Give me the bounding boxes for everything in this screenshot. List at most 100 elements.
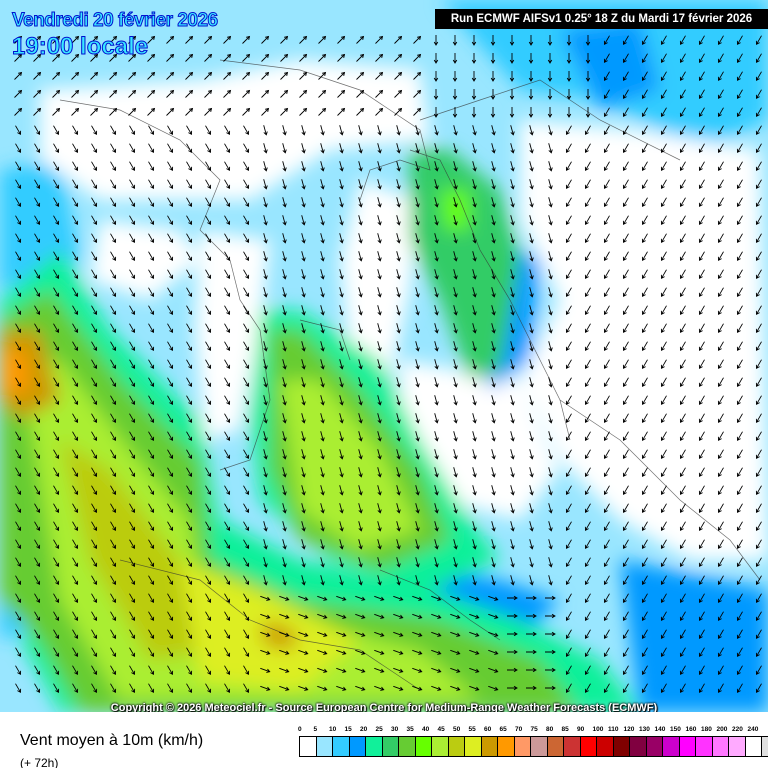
wind-arrow (565, 197, 572, 208)
wind-arrow (53, 485, 60, 496)
wind-arrow (53, 557, 60, 568)
wind-arrow (223, 53, 232, 62)
wind-arrow (282, 287, 287, 298)
wind-arrow (34, 161, 41, 172)
wind-arrow (433, 35, 439, 46)
wind-arrow (91, 287, 98, 298)
wind-arrow (679, 35, 686, 46)
wind-arrow (679, 593, 686, 604)
wind-arrow (679, 503, 686, 514)
wind-arrow (34, 269, 41, 280)
wind-arrow (261, 35, 270, 44)
wind-arrow (110, 395, 117, 406)
wind-arrow (377, 341, 382, 352)
wind-arrow (260, 631, 271, 637)
wind-arrow (548, 485, 553, 496)
wind-arrow (129, 287, 136, 298)
wind-map[interactable] (0, 0, 768, 712)
wind-arrow (243, 413, 250, 424)
wind-arrow (545, 631, 556, 637)
wind-arrow (109, 35, 118, 44)
wind-arrow (223, 71, 232, 80)
wind-arrow (415, 467, 420, 478)
wind-arrow (320, 431, 325, 442)
wind-arrow (453, 413, 458, 424)
wind-arrow (622, 575, 629, 586)
wind-arrow (453, 125, 458, 136)
wind-arrow (166, 89, 175, 98)
wind-arrow (339, 125, 344, 136)
wind-arrow (394, 89, 403, 98)
wind-arrow (15, 125, 22, 136)
wind-arrow (736, 485, 743, 496)
wind-arrow (15, 377, 22, 388)
wind-arrow (34, 593, 41, 604)
wind-arrow (396, 233, 401, 244)
wind-arrow (279, 667, 290, 673)
wind-arrow (565, 161, 572, 172)
wind-arrow (148, 359, 155, 370)
wind-arrow (243, 521, 250, 532)
wind-arrow (736, 323, 743, 334)
wind-arrow (415, 125, 420, 136)
wind-arrow (129, 629, 136, 640)
wind-arrow (243, 269, 250, 280)
wind-arrow (205, 359, 212, 370)
wind-arrow (641, 233, 648, 244)
wind-arrow (34, 467, 41, 478)
wind-arrow (510, 395, 515, 406)
wind-arrow (129, 647, 136, 658)
wind-arrow (186, 359, 193, 370)
wind-arrow (736, 89, 743, 100)
wind-arrow (339, 395, 344, 406)
wind-arrow (450, 613, 461, 619)
wind-arrow (34, 125, 41, 136)
wind-arrow (434, 377, 439, 388)
wind-arrow (622, 89, 629, 100)
wind-arrow (339, 143, 344, 154)
wind-arrow (603, 53, 610, 64)
wind-arrow (186, 683, 193, 694)
wind-arrow (736, 71, 743, 82)
legend-label: 5 (313, 726, 318, 733)
wind-arrow (736, 161, 743, 172)
wind-arrow (453, 305, 458, 316)
wind-arrow (53, 413, 60, 424)
wind-arrow (339, 341, 344, 352)
wind-arrow (166, 107, 175, 116)
wind-arrow (679, 251, 686, 262)
wind-arrow (263, 467, 268, 478)
wind-arrow (224, 269, 231, 280)
wind-arrow (584, 323, 591, 334)
wind-arrow (393, 667, 404, 673)
wind-arrow (299, 71, 308, 80)
wind-arrow (488, 595, 499, 601)
wind-arrow (641, 179, 648, 190)
wind-arrow (396, 395, 401, 406)
wind-arrow (167, 611, 174, 622)
wind-arrow (243, 233, 250, 244)
wind-arrow (186, 269, 193, 280)
wind-arrow (755, 539, 762, 550)
wind-arrow (603, 233, 610, 244)
wind-arrow (72, 593, 79, 604)
wind-arrow (413, 71, 422, 80)
wind-arrow (358, 341, 363, 352)
wind-arrow (565, 143, 572, 154)
wind-arrow (279, 631, 290, 637)
wind-arrow (736, 575, 743, 586)
wind-arrow (148, 143, 155, 154)
wind-arrow (547, 53, 553, 64)
wind-arrow (205, 143, 212, 154)
wind-arrow (434, 143, 439, 154)
wind-arrow (415, 251, 420, 262)
wind-arrow (167, 575, 174, 586)
wind-arrow (526, 667, 537, 673)
wind-arrow (282, 557, 287, 568)
wind-arrow (755, 35, 762, 46)
wind-arrow (415, 143, 420, 154)
wind-arrow (529, 305, 534, 316)
wind-arrow (72, 485, 79, 496)
wind-arrow (109, 71, 118, 80)
wind-arrow (641, 341, 648, 352)
